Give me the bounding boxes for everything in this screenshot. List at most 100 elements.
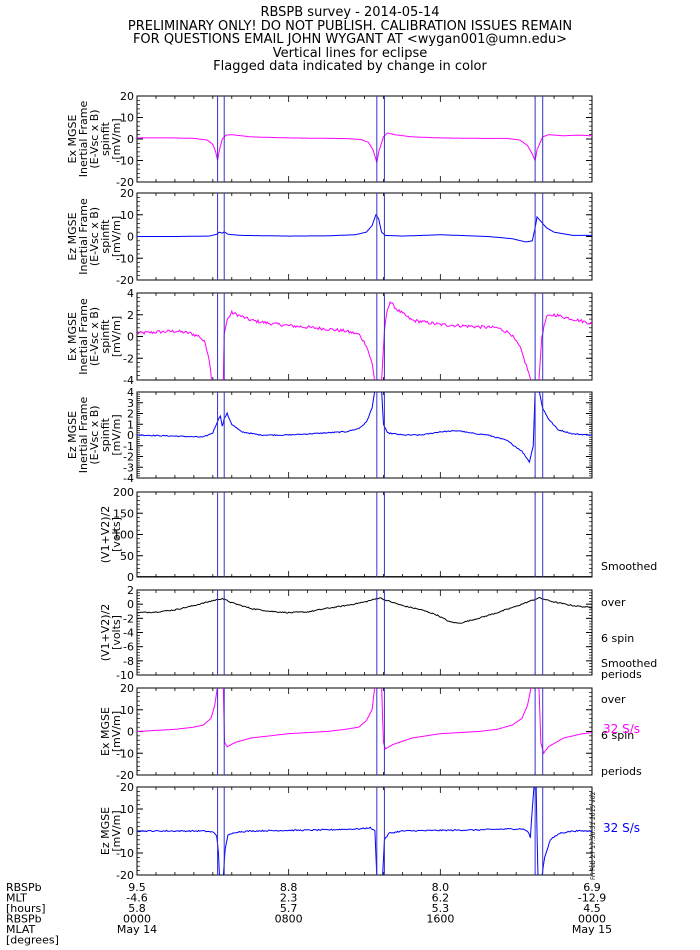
header-contact: FOR QUESTIONS EMAIL JOHN WYGANT AT <wyga…: [132, 32, 568, 47]
y-axis-label: [mV/m]: [110, 414, 123, 455]
y-tick-label: -3: [123, 461, 134, 474]
x-tick-label: 5.8: [128, 902, 146, 915]
y-axis-label: (E-Vsc x B): [88, 405, 101, 464]
y-axis-label: (E-Vsc x B): [88, 109, 101, 168]
y-tick-label: 2: [127, 584, 134, 597]
y-tick-label: 4: [127, 386, 134, 399]
panel-frame: [136, 95, 593, 183]
y-tick-label: 50: [120, 550, 134, 563]
x-tick-label: May 14: [117, 923, 157, 936]
y-tick-label: -2: [123, 451, 134, 464]
y-axis-label: (V1+V2)/2: [99, 604, 112, 662]
series-line: [137, 787, 592, 875]
x-tick-label: 6.2: [432, 892, 450, 905]
panel-frame: [136, 292, 593, 381]
y-axis-label: (E-Vsc x B): [88, 307, 101, 366]
y-tick-label: 200: [113, 486, 134, 499]
y-axis-label: [mV/m]: [110, 316, 123, 357]
y-tick-label: 20: [120, 781, 134, 794]
y-tick-label: 2: [127, 309, 134, 322]
sample-rate-1: 32 S/s: [603, 722, 640, 736]
smoothed-note-1: Smoothed over 6 spin periods: [601, 560, 658, 681]
x-tick-label: 9.5: [128, 881, 146, 894]
y-axis-label: [mV/m]: [110, 711, 123, 752]
y-tick-label: 0: [127, 825, 134, 838]
y-axis-label: (V1+V2)/2: [99, 506, 112, 564]
y-tick-label: 0: [127, 726, 134, 739]
x-tick-label: 8.0: [432, 881, 450, 894]
y-axis-label: spinfit: [99, 219, 112, 254]
x-tick-label: 0800: [275, 913, 303, 926]
y-tick-label: 0: [127, 331, 134, 344]
bottom-row-label: [hours]: [6, 902, 46, 915]
x-tick-label: 0000: [123, 913, 151, 926]
y-tick-label: 20: [120, 187, 134, 200]
y-tick-label: 10: [120, 209, 134, 222]
smoothed-note-2: Smoothed over 6 spin periods: [601, 657, 658, 778]
y-tick-label: -4: [123, 472, 134, 485]
y-tick-label: 10: [120, 803, 134, 816]
y-tick-label: -1: [123, 440, 134, 453]
x-tick-label: 4.5: [583, 902, 601, 915]
header-flag-note: Flagged data indicated by change in colo…: [213, 59, 487, 74]
y-axis-label: [volts]: [110, 615, 123, 650]
panel-frame: [136, 687, 593, 776]
panel-frame: [136, 491, 593, 578]
y-tick-label: -10: [116, 669, 134, 682]
y-axis-label: Inertial Frame: [77, 101, 90, 178]
version-stamp: Fri Feb 27 17:50:31 2015 v02: [590, 791, 597, 880]
y-axis-label: spinfit: [99, 417, 112, 452]
y-tick-label: 100: [113, 529, 134, 542]
series-line: [137, 213, 592, 243]
bottom-row-label: RBSPb: [6, 913, 42, 926]
y-tick-label: 150: [113, 507, 134, 520]
bottom-row-label: RBSPb: [6, 881, 42, 894]
series-line: [137, 688, 592, 755]
x-tick-label: -4.6: [126, 892, 147, 905]
y-tick-label: 0: [127, 231, 134, 244]
y-tick-label: -20: [116, 869, 134, 882]
header-warning: PRELIMINARY ONLY! DO NOT PUBLISH. CALIBR…: [127, 18, 573, 34]
x-tick-label: -12.9: [578, 892, 606, 905]
y-axis-label: [mV/m]: [110, 810, 123, 851]
header-eclipse-note: Vertical lines for eclipse: [272, 45, 428, 61]
y-tick-label: -20: [116, 176, 134, 189]
y-tick-label: 2: [127, 408, 134, 421]
y-tick-label: -10: [116, 847, 134, 860]
y-tick-label: -20: [116, 274, 134, 287]
y-axis-label: Inertial Frame: [77, 198, 90, 275]
bottom-row-label: [degrees]: [6, 934, 59, 947]
y-axis-label: [volts]: [110, 517, 123, 552]
y-axis-label: Inertial Frame: [77, 397, 90, 474]
bottom-row-label: MLAT: [6, 923, 36, 936]
x-tick-label: 6.9: [583, 881, 601, 894]
y-tick-label: -4: [123, 627, 134, 640]
y-tick-label: 1: [127, 418, 134, 431]
series-line: [137, 392, 592, 464]
panel-frame: [136, 391, 593, 479]
y-tick-label: -10: [116, 155, 134, 168]
y-tick-label: 20: [120, 682, 134, 695]
series-line: [137, 300, 592, 380]
y-axis-label: [mV/m]: [110, 216, 123, 257]
x-tick-label: 1600: [426, 913, 454, 926]
y-tick-label: -10: [116, 252, 134, 265]
y-tick-label: -20: [116, 769, 134, 782]
y-tick-label: 10: [120, 112, 134, 125]
y-axis-label: Ez MGSE: [66, 411, 79, 459]
y-tick-label: -10: [116, 747, 134, 760]
y-tick-label: -4: [123, 374, 134, 387]
y-axis-label: Ex MGSE: [66, 312, 79, 361]
chart-header: RBSPB survey - 2014-05-14 PRELIMINARY ON…: [0, 6, 700, 74]
y-tick-label: 0: [127, 598, 134, 611]
y-axis-label: (E-Vsc x B): [88, 207, 101, 266]
series-line: [137, 132, 592, 163]
y-axis-label: Ex MGSE: [66, 114, 79, 163]
x-tick-label: 0000: [578, 913, 606, 926]
y-tick-label: -2: [123, 352, 134, 365]
y-tick-label: 3: [127, 397, 134, 410]
y-tick-label: 0: [127, 571, 134, 584]
y-tick-label: 0: [127, 429, 134, 442]
sample-rate-2: 32 S/s: [603, 821, 640, 835]
